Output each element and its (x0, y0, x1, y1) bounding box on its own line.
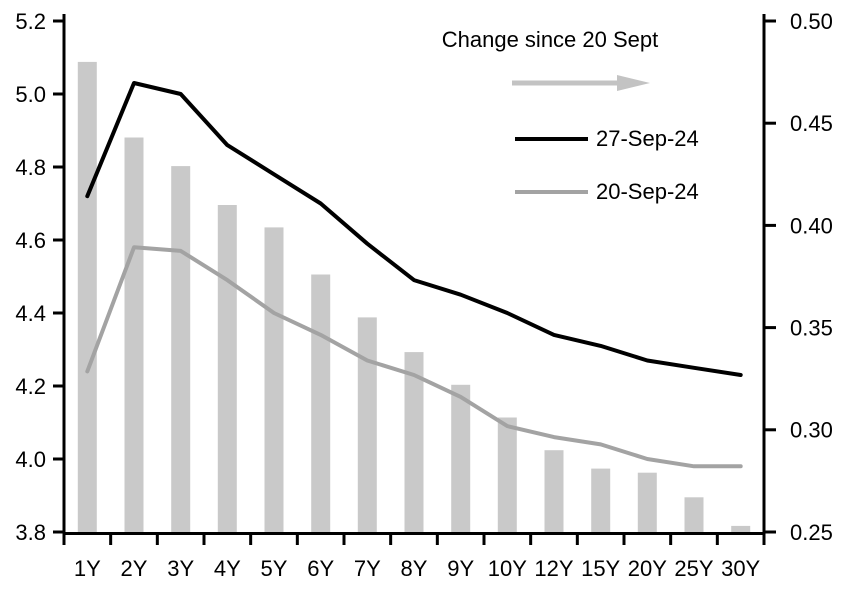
x-axis-category-label: 20Y (628, 556, 667, 581)
bar-change-5Y (264, 227, 284, 534)
bar-change-20Y (637, 472, 657, 534)
x-axis-category-label: 10Y (488, 556, 527, 581)
x-axis-category-label: 12Y (534, 556, 573, 581)
x-axis-category-label: 7Y (354, 556, 381, 581)
legend-item-20-sep-24: 20-Sep-24 (515, 179, 699, 204)
right-axis-tick-label: 0.35 (790, 316, 833, 341)
legend-label-20-sep-24: 20-Sep-24 (596, 179, 699, 204)
left-axis-tick-label: 4.4 (15, 301, 46, 326)
x-axis-category-label: 8Y (401, 556, 428, 581)
bar-change-7Y (357, 317, 377, 534)
change-arrow-icon (511, 73, 651, 93)
legend-label-27-sep-24: 27-Sep-24 (596, 126, 699, 151)
x-axis-category-label: 15Y (581, 556, 620, 581)
legend-item-27-sep-24: 27-Sep-24 (515, 126, 699, 151)
bar-change-3Y (171, 166, 191, 534)
bar-change-10Y (497, 417, 517, 534)
left-axis-tick-label: 4.8 (15, 155, 46, 180)
right-axis-tick-label: 0.25 (790, 520, 833, 545)
bar-change-1Y (77, 61, 97, 534)
right-axis-tick-label: 0.50 (790, 9, 833, 34)
x-axis-category-label: 25Y (674, 556, 713, 581)
right-axis-tick-label: 0.45 (790, 111, 833, 136)
right-axis-tick-label: 0.30 (790, 418, 833, 443)
bar-change-2Y (124, 137, 144, 534)
bar-change-15Y (591, 468, 611, 534)
series-line-27-sep-24 (85, 81, 743, 377)
bar-change-4Y (217, 205, 237, 534)
x-axis-category-label: 3Y (167, 556, 194, 581)
left-axis-tick-label: 4.0 (15, 447, 46, 472)
left-axis-tick-label: 5.2 (15, 9, 46, 34)
right-axis-tick-label: 0.40 (790, 213, 833, 238)
bar-change-9Y (451, 384, 471, 534)
bar-change-6Y (311, 274, 331, 534)
x-axis-category-label: 2Y (121, 556, 148, 581)
left-axis-tick-label: 4.2 (15, 374, 46, 399)
bar-change-25Y (684, 497, 704, 534)
line-swatch-20-sep-icon (515, 190, 588, 194)
left-axis-tick-label: 4.6 (15, 228, 46, 253)
bar-change-12Y (544, 450, 564, 534)
x-axis-category-label: 9Y (447, 556, 474, 581)
bar-change-30Y (731, 525, 751, 534)
bar-change-8Y (404, 352, 424, 534)
x-axis-category-label: 4Y (214, 556, 241, 581)
left-axis-tick-label: 3.8 (15, 520, 46, 545)
line-swatch-27-sep-icon (515, 137, 588, 141)
x-axis-category-label: 30Y (721, 556, 760, 581)
series-line-20-sep-24 (85, 245, 743, 469)
legend-title-change-since-20-sept: Change since 20 Sept (441, 27, 659, 52)
x-axis-category-label: 1Y (74, 556, 101, 581)
x-axis-category-label: 6Y (307, 556, 334, 581)
left-axis-tick-label: 5.0 (15, 82, 46, 107)
x-axis-category-label: 5Y (261, 556, 288, 581)
